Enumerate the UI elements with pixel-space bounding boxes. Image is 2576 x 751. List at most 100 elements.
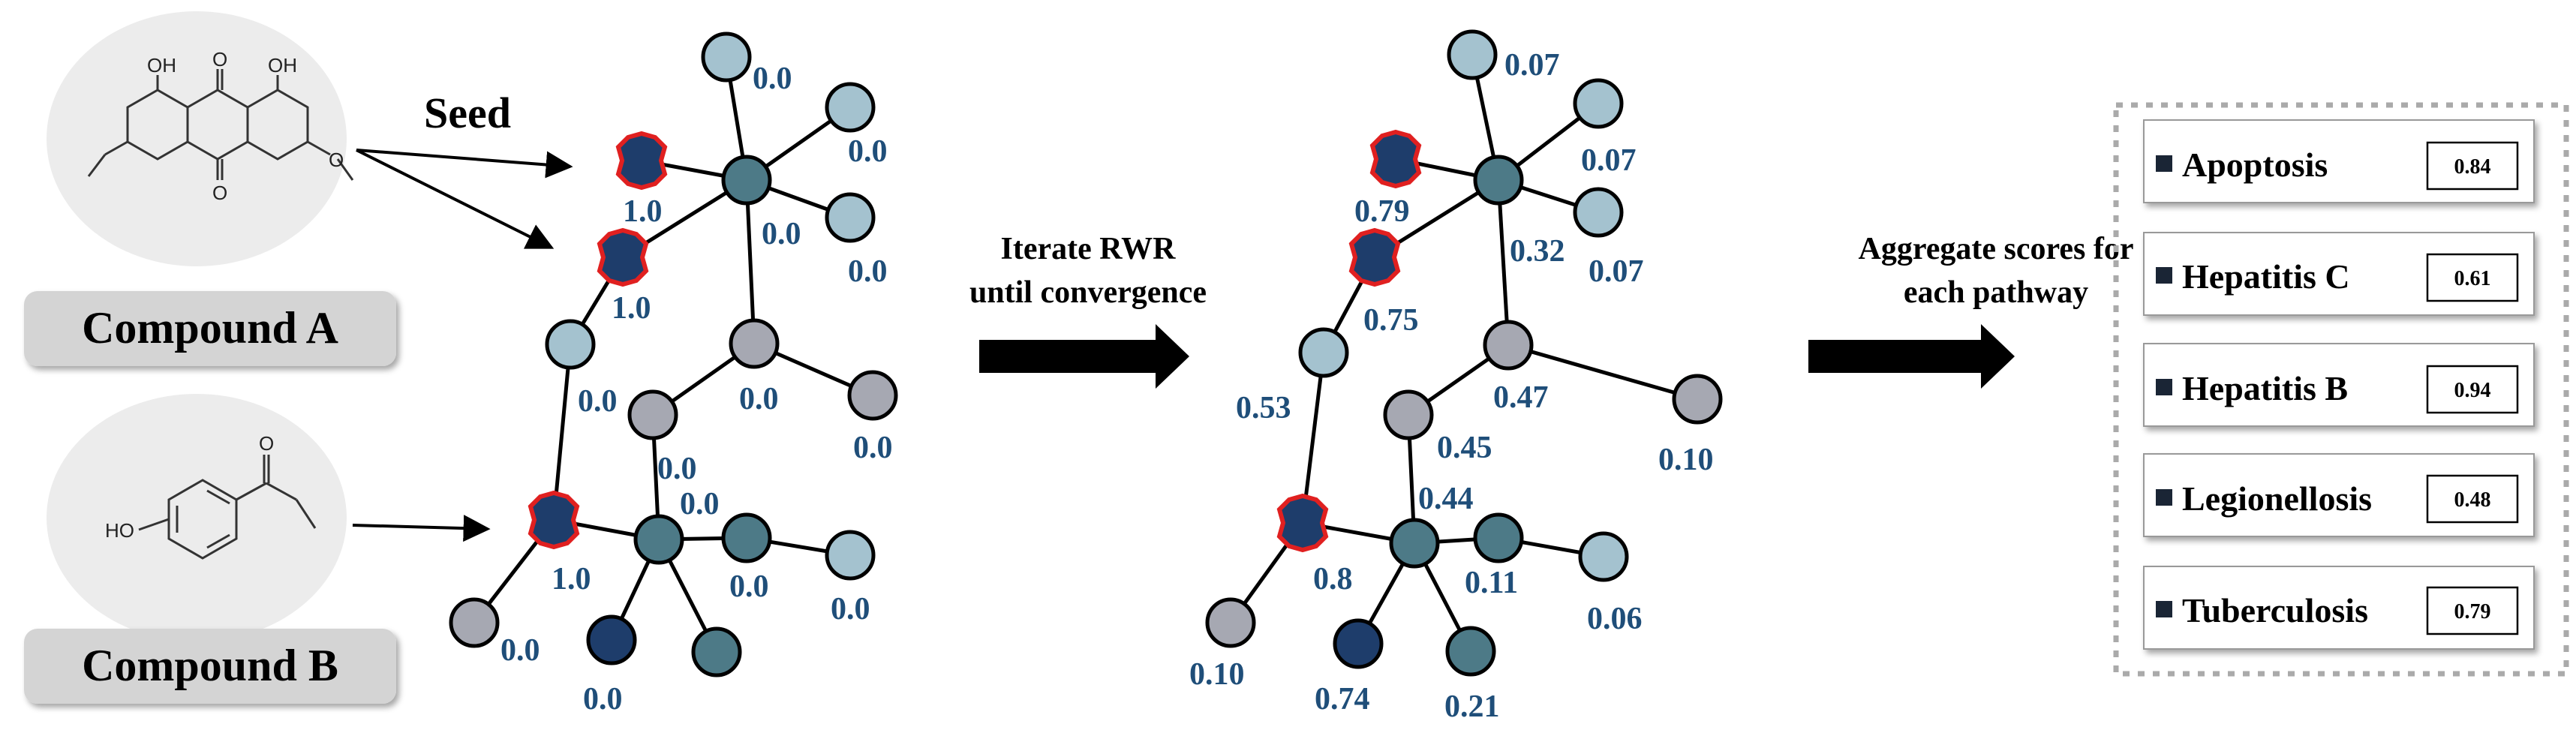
seed-arrow — [356, 149, 573, 179]
node — [1473, 512, 1524, 563]
atom-label: HO — [105, 519, 134, 542]
node-score: 0.44 — [1418, 482, 1474, 516]
node-score: 0.0 — [831, 592, 870, 626]
atom-label: OH — [268, 54, 297, 77]
node — [1333, 618, 1384, 669]
node-score: 0.11 — [1465, 566, 1518, 600]
compound-b-structure — [138, 455, 317, 560]
pathway-score: 0.94 — [2454, 379, 2491, 402]
initial-score-labels: 0.0 0.0 0.0 0.0 1.0 1.0 0.0 0.0 0.0 0.0 … — [500, 62, 893, 716]
node — [1205, 597, 1256, 648]
node — [701, 32, 752, 83]
aggregate-label-line2: each pathway — [1904, 275, 2088, 310]
network-nodes — [1205, 29, 1723, 677]
node-score: 0.0 — [657, 452, 697, 486]
node-score: 0.07 — [1589, 254, 1644, 289]
node — [1578, 531, 1629, 582]
score-box — [2426, 365, 2519, 414]
node-score: 0.21 — [1444, 689, 1500, 724]
compound-a: OH O OH O O Compound A — [24, 11, 396, 366]
pathway-card: Legionellosis 0.48 — [2143, 453, 2535, 537]
node-score: 0.32 — [1510, 234, 1565, 269]
node — [1447, 29, 1498, 80]
atom-label: O — [212, 48, 227, 71]
node — [545, 319, 596, 370]
seed-nodes — [1276, 129, 1422, 553]
node-score: 0.0 — [500, 633, 540, 668]
pathway-name: Hepatitis B — [2182, 369, 2348, 407]
pathway-name: Legionellosis — [2182, 479, 2372, 518]
node — [1298, 327, 1349, 378]
atom-label: O — [259, 432, 274, 455]
node — [1473, 155, 1524, 206]
bullet-icon — [2156, 601, 2172, 617]
node — [627, 389, 678, 440]
seed-star-node — [597, 227, 649, 287]
seed-star-node — [1369, 129, 1422, 189]
pathway-score: 0.61 — [2454, 267, 2491, 290]
node-score: 0.0 — [762, 217, 801, 251]
node-score: 0.07 — [1504, 48, 1560, 83]
node-score: 1.0 — [612, 291, 651, 326]
atom-label: O — [212, 182, 227, 204]
aggregate-arrow — [1808, 324, 2015, 389]
seed-star-node — [615, 131, 668, 191]
compound-b-label: Compound B — [82, 641, 338, 690]
node-score: 1.0 — [552, 562, 591, 596]
node — [721, 155, 772, 206]
score-box — [2426, 586, 2519, 635]
score-box — [2426, 474, 2519, 524]
node — [1672, 374, 1723, 425]
pathway-panel-border — [2113, 102, 2569, 677]
bullet-icon — [2156, 489, 2172, 506]
node — [1445, 626, 1496, 677]
node-score: 0.75 — [1363, 303, 1419, 338]
aggregate-step: Aggregate scores for each pathway — [1808, 232, 2133, 389]
pathway-name: Apoptosis — [2182, 146, 2328, 184]
initial-network: 0.0 0.0 0.0 0.0 1.0 1.0 0.0 0.0 0.0 0.0 … — [449, 32, 898, 716]
node — [586, 614, 637, 665]
iterate-arrow — [979, 324, 1189, 389]
node-score: 1.0 — [623, 194, 663, 229]
pathway-score: 0.48 — [2454, 488, 2491, 512]
node-score: 0.0 — [578, 384, 618, 419]
compound-b-label-box — [24, 629, 396, 704]
compound-a-background — [47, 11, 347, 266]
node — [449, 597, 500, 648]
node — [1573, 78, 1624, 129]
node — [729, 318, 780, 369]
final-score-labels: 0.07 0.07 0.32 0.07 0.79 0.75 0.53 0.47 … — [1189, 48, 1714, 724]
node-score: 0.0 — [853, 431, 893, 465]
node — [825, 530, 876, 581]
seed-arrow — [352, 515, 491, 542]
atom-label: O — [329, 149, 344, 171]
compound-a-label: Compound A — [82, 303, 338, 353]
node-score: 0.10 — [1189, 657, 1245, 692]
node-score: 0.10 — [1658, 443, 1714, 477]
pathway-panel: Apoptosis 0.84 Hepatitis C 0.61 Hepatiti… — [2113, 102, 2569, 677]
aggregate-label-line1: Aggregate scores for — [1859, 232, 2134, 266]
network-nodes — [449, 32, 898, 677]
seed-star-node — [1348, 227, 1401, 287]
bullet-icon — [2156, 155, 2172, 172]
seed-arrow — [356, 149, 555, 249]
node — [691, 626, 742, 677]
node-score: 0.74 — [1315, 682, 1370, 716]
pathway-name: Tuberculosis — [2182, 591, 2368, 629]
node — [825, 192, 876, 243]
pathway-score: 0.84 — [2454, 155, 2491, 179]
node-score: 0.07 — [1581, 143, 1637, 178]
node — [847, 370, 898, 421]
node-score: 0.79 — [1354, 194, 1410, 229]
node-score: 0.53 — [1236, 391, 1291, 425]
node-score: 0.06 — [1587, 602, 1643, 636]
pathway-card: Hepatitis C 0.61 — [2143, 232, 2535, 316]
network-edges — [473, 56, 874, 653]
compound-b: HO O Compound B — [24, 394, 396, 704]
node-score: 0.0 — [753, 62, 792, 96]
converged-network: 0.07 0.07 0.32 0.07 0.79 0.75 0.53 0.47 … — [1189, 29, 1723, 724]
node — [1483, 320, 1534, 371]
node-score: 0.8 — [1313, 562, 1353, 596]
node-score: 0.0 — [680, 487, 720, 521]
